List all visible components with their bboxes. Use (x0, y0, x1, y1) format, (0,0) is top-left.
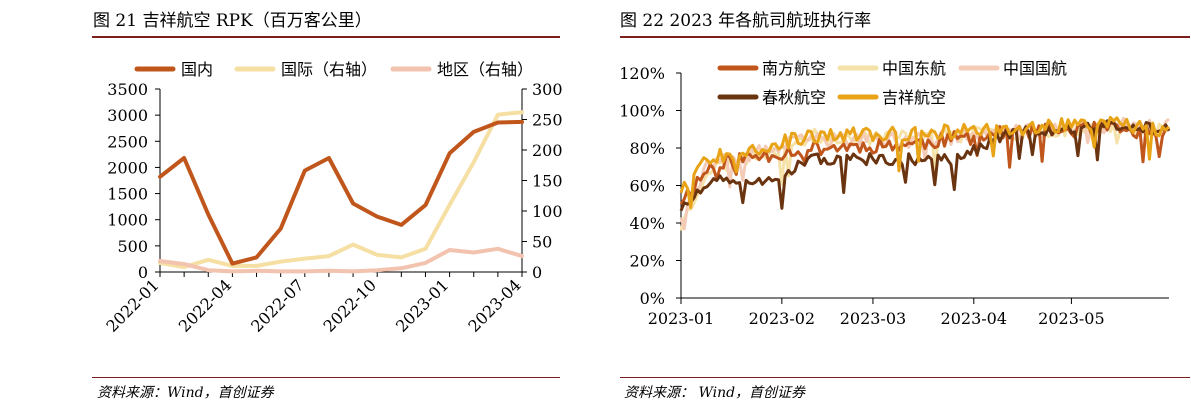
y-tick-label: 60% (629, 177, 665, 196)
y-tick-label-left: 2000 (107, 158, 148, 177)
legend-label: 国际（右轴） (281, 60, 377, 79)
x-tick-label: 2023-04 (941, 309, 1007, 328)
series-line-2 (158, 246, 524, 274)
left-source-rule (92, 377, 560, 378)
x-tick-label: 2023-01 (648, 309, 714, 328)
legend-label: 南方航空 (762, 59, 826, 78)
legend-label: 春秋航空 (762, 88, 826, 107)
y-tick-label-left: 3000 (107, 106, 148, 125)
legend-label: 地区（右轴） (437, 60, 533, 79)
y-tick-label: 80% (629, 139, 665, 158)
x-tick-label: 2023-02 (749, 309, 815, 328)
series-line-1 (158, 110, 524, 270)
left-chart-caption: 图 21 吉祥航空 RPK（百万客公里） (93, 11, 372, 31)
y-tick-label-left: 500 (117, 237, 148, 256)
legend-label: 吉祥航空 (882, 88, 946, 107)
right-source-note: 资料来源： Wind，首创证券 (624, 385, 806, 401)
legend-label: 中国东航 (882, 59, 946, 78)
left-caption-rule (92, 36, 560, 38)
y-tick-label-left: 3500 (107, 80, 148, 99)
y-tick-label: 0% (640, 289, 665, 308)
y-tick-label-left: 1000 (107, 211, 148, 230)
y-tick-label: 100% (619, 102, 665, 121)
left-source-note: 资料来源：Wind，首创证券 (97, 385, 274, 401)
right-caption-rule (620, 36, 1190, 38)
right-source-rule (620, 377, 1190, 378)
y-tick-label-right: 250 (532, 111, 563, 130)
y-tick-label-right: 50 (532, 233, 552, 252)
legend-label: 国内 (181, 60, 213, 79)
series-line-0 (158, 119, 524, 266)
y-tick-label-right: 150 (532, 172, 563, 191)
series-line-3 (679, 119, 1171, 212)
y-tick-label-right: 300 (532, 80, 563, 99)
y-tick-label: 20% (629, 252, 665, 271)
series-line-4 (679, 115, 1171, 209)
legend-label: 中国国航 (1003, 59, 1067, 78)
right-chart-caption: 图 22 2023 年各航司航班执行率 (620, 11, 872, 31)
y-tick-label-left: 0 (138, 263, 148, 282)
x-tick-label: 2023-03 (840, 309, 906, 328)
y-tick-label: 40% (629, 214, 665, 233)
y-tick-label-right: 0 (532, 263, 542, 282)
y-tick-label-right: 100 (532, 202, 563, 221)
y-tick-label-left: 2500 (107, 132, 148, 151)
x-tick-label: 2023-05 (1038, 309, 1104, 328)
y-tick-label-left: 1500 (107, 185, 148, 204)
y-tick-label: 120% (619, 64, 665, 83)
y-tick-label-right: 200 (532, 141, 563, 160)
